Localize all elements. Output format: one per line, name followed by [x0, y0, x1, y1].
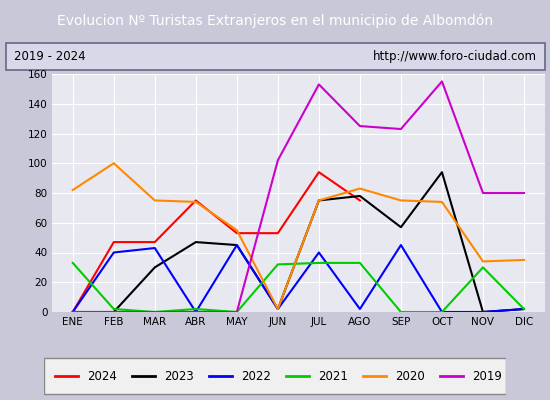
Text: 2022: 2022 [241, 370, 271, 382]
Text: 2024: 2024 [87, 370, 117, 382]
Text: 2020: 2020 [395, 370, 425, 382]
Text: 2019 - 2024: 2019 - 2024 [14, 50, 85, 63]
Text: 2019: 2019 [472, 370, 502, 382]
Text: Evolucion Nº Turistas Extranjeros en el municipio de Albomdón: Evolucion Nº Turistas Extranjeros en el … [57, 14, 493, 28]
Text: 2021: 2021 [318, 370, 348, 382]
FancyBboxPatch shape [6, 43, 544, 70]
FancyBboxPatch shape [44, 358, 506, 394]
Text: http://www.foro-ciudad.com: http://www.foro-ciudad.com [372, 50, 536, 63]
Text: 2023: 2023 [164, 370, 194, 382]
